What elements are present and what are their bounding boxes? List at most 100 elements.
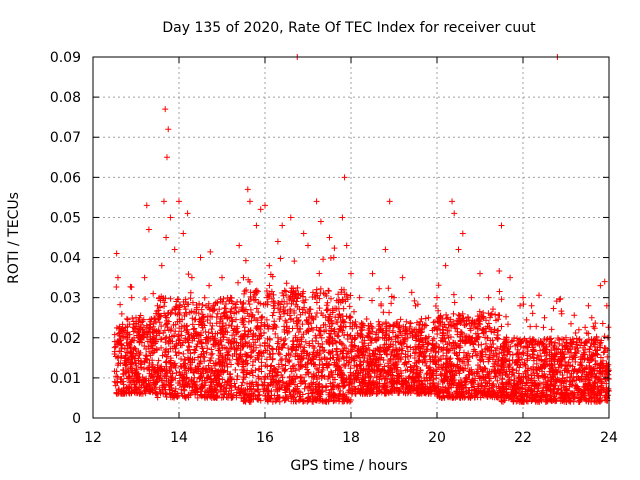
data-point: [199, 311, 206, 318]
data-point: [144, 338, 151, 345]
data-point: [253, 344, 260, 351]
data-point: [268, 362, 275, 369]
data-point: [266, 335, 273, 342]
data-point: [320, 348, 327, 355]
data-point: [325, 287, 332, 294]
data-point: [443, 346, 450, 353]
data-point: [373, 363, 380, 370]
data-point: [343, 242, 350, 249]
data-point: [129, 324, 136, 331]
data-point: [208, 351, 215, 358]
data-point: [477, 389, 484, 396]
data-point: [338, 323, 345, 330]
data-point: [501, 397, 508, 404]
data-point: [217, 315, 224, 322]
data-point: [347, 292, 354, 299]
data-point: [283, 280, 290, 287]
data-point: [309, 351, 316, 358]
data-point: [443, 374, 450, 381]
data-point: [490, 388, 497, 395]
data-point: [327, 295, 334, 302]
data-point: [292, 334, 299, 341]
data-point: [462, 384, 469, 391]
data-point: [181, 384, 188, 391]
data-point: [529, 351, 536, 358]
data-point: [157, 336, 164, 343]
data-point: [527, 380, 534, 387]
data-point: [487, 351, 494, 358]
data-point: [220, 334, 227, 341]
data-point: [354, 348, 361, 355]
data-point: [467, 336, 474, 343]
data-point: [391, 365, 398, 372]
data-point: [562, 346, 569, 353]
data-point: [158, 344, 165, 351]
data-point: [288, 377, 295, 384]
data-point: [293, 294, 300, 301]
data-point: [245, 276, 252, 283]
data-point: [191, 356, 198, 363]
data-point: [453, 341, 460, 348]
data-point: [292, 287, 299, 294]
data-point: [556, 359, 563, 366]
data-point: [166, 365, 173, 372]
data-point: [224, 377, 231, 384]
data-point: [297, 311, 304, 318]
chart-title: Day 135 of 2020, Rate Of TEC Index for r…: [162, 20, 536, 36]
data-point: [453, 370, 460, 377]
data-point: [160, 295, 167, 302]
data-point: [234, 373, 241, 380]
data-point: [567, 336, 574, 343]
data-point: [242, 359, 249, 366]
data-point: [227, 370, 234, 377]
data-point: [210, 336, 217, 343]
data-point: [447, 316, 454, 323]
data-point: [189, 337, 196, 344]
data-point: [177, 302, 184, 309]
data-point: [147, 377, 154, 384]
data-point: [198, 306, 205, 313]
data-point: [256, 391, 263, 398]
data-point: [329, 392, 336, 399]
data-point: [376, 285, 383, 292]
data-point: [249, 362, 256, 369]
data-point: [587, 387, 594, 394]
data-point: [208, 326, 215, 333]
data-point: [113, 373, 120, 380]
data-point: [312, 361, 319, 368]
data-point: [255, 375, 262, 382]
data-point: [582, 324, 589, 331]
data-point: [536, 292, 543, 299]
data-point: [441, 370, 448, 377]
data-point: [379, 329, 386, 336]
data-point: [577, 362, 584, 369]
data-point: [339, 327, 346, 334]
data-point: [350, 370, 357, 377]
data-point: [153, 346, 160, 353]
data-point: [430, 376, 437, 383]
data-point: [376, 387, 383, 394]
data-point: [159, 377, 166, 384]
data-point: [450, 310, 457, 317]
data-point: [345, 361, 352, 368]
data-point: [416, 357, 423, 364]
data-point: [196, 300, 203, 307]
data-point: [214, 393, 221, 400]
data-point: [531, 380, 538, 387]
data-point: [132, 345, 139, 352]
data-point: [518, 373, 525, 380]
data-point: [488, 384, 495, 391]
data-point: [305, 369, 312, 376]
data-point: [534, 398, 541, 405]
data-point: [574, 385, 581, 392]
data-point: [234, 328, 241, 335]
data-point: [554, 335, 561, 342]
data-point: [459, 230, 466, 237]
data-point: [563, 378, 570, 385]
data-point: [184, 301, 191, 308]
data-point: [217, 388, 224, 395]
data-point: [487, 314, 494, 321]
data-point: [484, 393, 491, 400]
data-point: [210, 302, 217, 309]
data-point: [529, 391, 536, 398]
